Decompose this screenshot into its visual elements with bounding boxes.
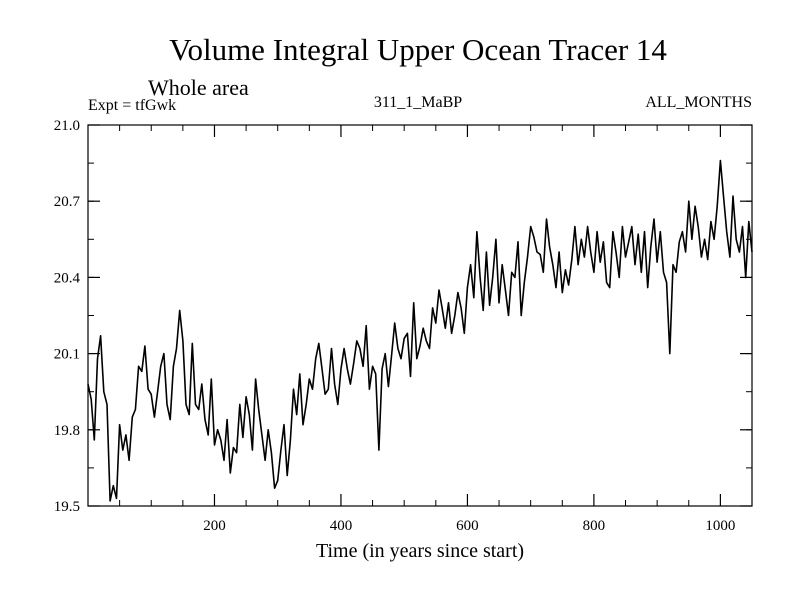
expt-label: Expt = tfGwk: [88, 97, 176, 114]
x-tick-label: 400: [330, 518, 353, 534]
x-axis-label: Time (in years since start): [316, 540, 524, 562]
plot-frame: [87, 124, 753, 507]
y-tick-label: 19.8: [54, 423, 80, 439]
chart-title: Volume Integral Upper Ocean Tracer 14: [169, 32, 667, 67]
x-tick-label: 1000: [705, 518, 735, 534]
run-label: 311_1_MaBP: [374, 94, 462, 111]
y-tick-label: 19.5: [54, 499, 80, 515]
y-tick-label: 20.7: [54, 194, 81, 210]
chart-subtitle: Whole area: [148, 75, 249, 100]
data-series-line: [87, 159, 753, 502]
x-tick-label: 200: [203, 518, 226, 534]
x-tick-label: 600: [456, 518, 479, 534]
y-tick-label: 21.0: [54, 118, 80, 134]
y-tick-label: 20.4: [54, 270, 81, 286]
x-tick-label: 800: [583, 518, 606, 534]
y-tick-label: 20.1: [54, 347, 80, 363]
x-axis-ticks: 200 400 600 800 1000: [119, 125, 753, 534]
months-label: ALL_MONTHS: [645, 94, 752, 111]
y-axis-ticks: 19.5 19.8 20.1 20.4 20.7 21.0: [54, 118, 752, 515]
